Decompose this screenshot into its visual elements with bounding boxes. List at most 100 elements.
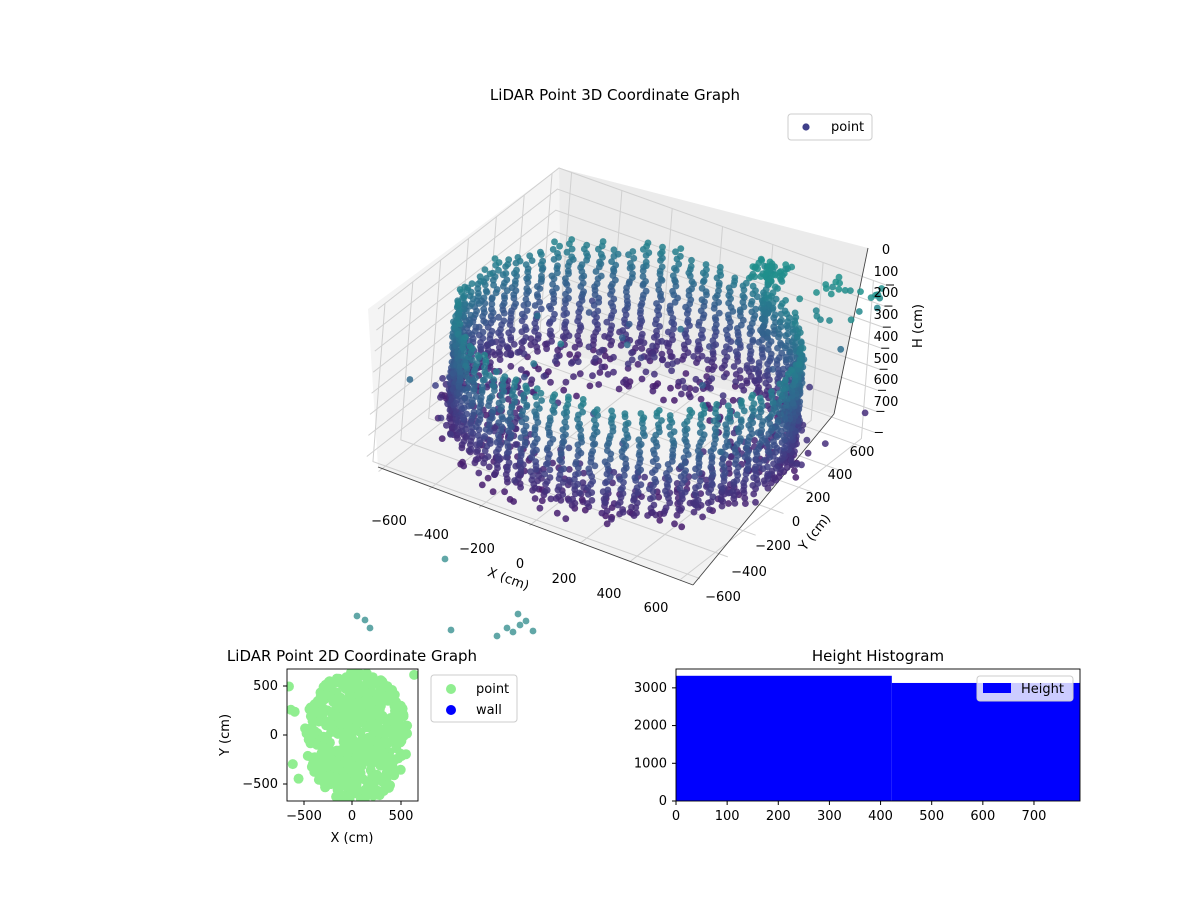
data-point-3d xyxy=(783,322,791,330)
data-point-3d xyxy=(465,391,473,399)
data-point-3d xyxy=(494,453,502,460)
data-point-3d xyxy=(782,425,790,433)
data-point-3d xyxy=(754,480,762,487)
data-point-3d xyxy=(496,356,504,363)
data-point-3d xyxy=(441,555,449,563)
data-point-3d xyxy=(715,279,723,287)
data-point-3d xyxy=(573,392,580,400)
x-tick: 0 xyxy=(516,557,524,572)
data-point-3d xyxy=(640,339,648,347)
data-point-3d xyxy=(690,508,698,516)
data-point-3d xyxy=(608,515,615,523)
data-point-3d xyxy=(662,487,669,495)
data-point-3d xyxy=(609,280,616,288)
data-point-2d xyxy=(362,788,373,799)
data-point-3d xyxy=(529,627,537,635)
data-point-3d xyxy=(878,285,885,292)
data-point-3d xyxy=(764,291,772,299)
data-point-3d xyxy=(467,437,475,445)
z-ticks-3d: 0 100 200 300 400 500 600 700 xyxy=(874,243,899,433)
data-point-3d xyxy=(493,286,501,293)
data-point-3d xyxy=(695,469,703,477)
data-point-3d xyxy=(658,337,666,345)
legend-marker-wall xyxy=(446,705,456,715)
data-point-3d xyxy=(595,348,603,356)
data-point-3d xyxy=(637,440,645,448)
data-point-3d xyxy=(543,478,551,485)
data-point-3d xyxy=(447,431,454,438)
data-point-3d xyxy=(726,323,734,331)
data-point-3d xyxy=(518,345,526,352)
y-tick-label: 2000 xyxy=(634,719,667,734)
data-point-3d xyxy=(683,418,691,425)
data-point-3d xyxy=(719,392,727,399)
data-point-3d xyxy=(692,386,699,393)
data-point-2d xyxy=(303,734,314,745)
data-point-3d xyxy=(796,398,804,406)
data-point-3d xyxy=(534,283,541,290)
data-point-3d xyxy=(771,283,779,291)
x-tick-label: 300 xyxy=(817,809,842,824)
data-point-3d xyxy=(766,453,774,461)
data-point-3d xyxy=(507,431,515,438)
data-point-3d xyxy=(724,311,732,319)
data-point-3d xyxy=(641,473,648,481)
data-point-3d xyxy=(591,440,599,448)
data-point-3d xyxy=(477,394,485,402)
data-point-3d xyxy=(575,337,582,344)
data-point-3d xyxy=(692,375,700,383)
data-point-3d xyxy=(579,408,586,416)
data-point-3d xyxy=(608,337,616,345)
data-point-3d xyxy=(710,445,717,452)
data-point-3d xyxy=(649,509,656,516)
data-point-3d xyxy=(531,495,539,502)
legend-label-height: Height xyxy=(1021,682,1064,697)
data-point-2d xyxy=(324,678,335,689)
data-point-3d xyxy=(498,403,505,411)
data-point-3d xyxy=(684,349,692,356)
data-point-2d xyxy=(343,714,354,725)
data-point-3d xyxy=(604,486,612,494)
data-point-3d xyxy=(704,356,711,364)
data-point-3d xyxy=(589,478,597,485)
data-point-3d xyxy=(606,330,614,338)
data-point-3d xyxy=(806,383,813,391)
data-point-3d xyxy=(586,382,594,390)
data-point-3d xyxy=(777,339,784,347)
data-point-3d xyxy=(629,248,637,255)
data-point-3d xyxy=(709,355,717,362)
data-point-3d xyxy=(551,238,558,246)
data-point-3d xyxy=(602,492,610,500)
data-point-3d xyxy=(744,465,752,473)
data-point-3d xyxy=(755,359,763,366)
data-point-3d xyxy=(522,617,530,625)
data-point-3d xyxy=(597,250,605,258)
data-point-3d xyxy=(649,383,657,390)
data-point-3d xyxy=(467,445,475,453)
data-point-3d xyxy=(592,421,600,429)
data-point-3d xyxy=(546,466,554,474)
data-point-3d xyxy=(700,410,708,417)
legend-label-point: point xyxy=(831,120,864,135)
data-point-2d xyxy=(361,669,372,679)
z-tick: 100 xyxy=(874,265,899,280)
data-point-3d xyxy=(505,395,512,403)
data-point-3d xyxy=(764,329,772,337)
data-point-3d xyxy=(512,300,519,307)
data-point-3d xyxy=(589,447,597,455)
data-point-3d xyxy=(747,416,755,423)
data-point-2d xyxy=(380,691,391,702)
x-ticks-3d: −600 −400 −200 0 200 400 600 xyxy=(371,514,668,616)
data-point-3d xyxy=(580,288,587,296)
data-point-3d xyxy=(495,435,503,443)
data-point-3d xyxy=(841,287,849,294)
data-point-3d xyxy=(682,467,689,474)
data-point-3d xyxy=(571,475,578,483)
data-point-3d xyxy=(788,263,796,271)
data-point-3d xyxy=(746,355,754,363)
data-point-3d xyxy=(576,489,583,497)
z-tick: 300 xyxy=(874,308,899,323)
data-point-3d xyxy=(558,443,566,451)
data-point-3d xyxy=(631,474,639,482)
data-point-2d xyxy=(388,733,399,744)
